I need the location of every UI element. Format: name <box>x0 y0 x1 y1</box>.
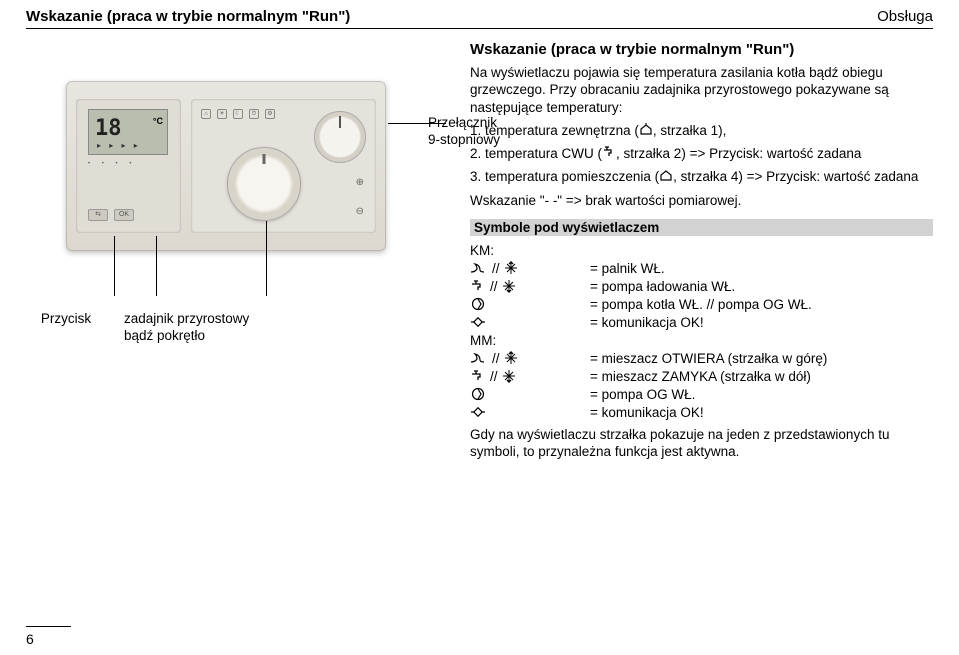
snowflake-up-icon <box>504 261 518 275</box>
lcd-value: 18 <box>95 116 122 141</box>
desc-cell: = pompa kotła WŁ. // pompa OG WŁ. <box>590 297 933 312</box>
right-column: Wskazanie (praca w trybie normalnym "Run… <box>470 41 933 466</box>
pump-icon <box>470 387 486 401</box>
page-header: Wskazanie (praca w trybie normalnym "Run… <box>26 8 933 29</box>
lcd-unit: °C <box>153 116 163 126</box>
desc-cell: = pompa ładowania WŁ. <box>590 279 933 294</box>
rotary-knob <box>227 147 301 221</box>
mode-icon: ☀ <box>217 109 227 119</box>
desc-cell: = komunikacja OK! <box>590 315 933 330</box>
symbol-cell <box>470 387 590 401</box>
list-item-1: 1. temperatura zewnętrzna (, strzałka 1)… <box>470 122 933 139</box>
table-row: = pompa kotła WŁ. // pompa OG WŁ. <box>470 297 933 312</box>
km-label: KM: <box>470 243 933 258</box>
table-row: // = pompa ładowania WŁ. <box>470 279 933 294</box>
symbol-cell: // <box>470 369 590 384</box>
bus-icon <box>470 315 486 329</box>
pump-icon <box>470 297 486 311</box>
mode-icon: ☾ <box>233 109 243 119</box>
device-body: 18 °C ▸ ▸ ▸ ▸ • • • • ⇆ OK ⌂ ☀ ☾ <box>66 81 386 251</box>
lcd-icons: ▸ ▸ ▸ ▸ <box>97 141 141 150</box>
desc-cell: = pompa OG WŁ. <box>590 387 933 402</box>
lcd-display: 18 °C ▸ ▸ ▸ ▸ <box>88 109 168 155</box>
header-left: Wskazanie (praca w trybie normalnym "Run… <box>26 8 350 25</box>
symbol-cell <box>470 315 590 329</box>
section-title: Wskazanie (praca w trybie normalnym "Run… <box>470 41 933 58</box>
flame-icon <box>470 262 488 274</box>
house-icon <box>659 169 673 181</box>
mode-icon: ⏱ <box>249 109 259 119</box>
list-item-3: 3. temperatura pomieszczenia (, strzałka… <box>470 168 933 185</box>
header-right: Obsługa <box>877 8 933 25</box>
page-number: 6 <box>26 631 34 647</box>
device-right-panel: ⌂ ☀ ☾ ⏱ ⚙ ⊕⊖ <box>191 99 376 233</box>
callout-line <box>266 221 267 296</box>
tap-icon <box>602 146 616 158</box>
label-knob: zadajnik przyrostowy bądź pokrętło <box>124 311 284 345</box>
symbol-cell <box>470 297 590 311</box>
table-row: // = mieszacz OTWIERA (strzałka w górę) <box>470 351 933 366</box>
callout-line <box>114 236 115 296</box>
paragraph: Na wyświetlaczu pojawia się temperatura … <box>470 64 933 116</box>
symbol-cell: // <box>470 279 590 294</box>
tap-icon <box>470 370 486 382</box>
mm-table: // = mieszacz OTWIERA (strzałka w górę) … <box>470 351 933 420</box>
desc-cell: = mieszacz ZAMYKA (strzałka w dół) <box>590 369 933 384</box>
label-button: Przycisk <box>26 311 106 345</box>
mode-icon: ⚙ <box>265 109 275 119</box>
house-icon <box>639 123 653 135</box>
plus-minus-marks: ⊕⊖ <box>356 177 364 217</box>
mode-icon: ⌂ <box>201 109 211 119</box>
subtitle-bar: Symbole pod wyświetlaczem <box>470 219 933 236</box>
device-left-panel: 18 °C ▸ ▸ ▸ ▸ • • • • ⇆ OK <box>76 99 181 233</box>
desc-cell: = palnik WŁ. <box>590 261 933 276</box>
paragraph: Gdy na wyświetlaczu strzałka pokazuje na… <box>470 426 933 461</box>
desc-cell: = mieszacz OTWIERA (strzałka w górę) <box>590 351 933 366</box>
table-row: // = palnik WŁ. <box>470 261 933 276</box>
mini-button-2: OK <box>114 209 134 221</box>
symbol-cell <box>470 405 590 419</box>
snowflake-down-icon <box>502 369 516 383</box>
table-row: // = mieszacz ZAMYKA (strzałka w dół) <box>470 369 933 384</box>
km-table: // = palnik WŁ. // = pompa ładowania WŁ.… <box>470 261 933 330</box>
label-switch: Przełącznik 9-stopniowy <box>428 115 518 149</box>
mm-label: MM: <box>470 333 933 348</box>
tap-icon <box>470 280 486 292</box>
lcd-legend: • • • • <box>88 161 136 167</box>
columns: 18 °C ▸ ▸ ▸ ▸ • • • • ⇆ OK ⌂ ☀ ☾ <box>26 41 933 466</box>
button-bar: ⇆ OK <box>88 209 134 221</box>
flame-icon <box>470 352 488 364</box>
nine-step-switch <box>314 111 366 163</box>
list-item-2: 2. temperatura CWU (, strzałka 2) => Prz… <box>470 145 933 162</box>
desc-cell: = komunikacja OK! <box>590 405 933 420</box>
paragraph: Wskazanie "- -" => brak wartości pomiaro… <box>470 192 933 209</box>
left-column: 18 °C ▸ ▸ ▸ ▸ • • • • ⇆ OK ⌂ ☀ ☾ <box>26 41 446 466</box>
table-row: = komunikacja OK! <box>470 315 933 330</box>
snowflake-down-icon <box>502 279 516 293</box>
symbol-cell: // <box>470 261 590 276</box>
symbol-cell: // <box>470 351 590 366</box>
mini-button-1: ⇆ <box>88 209 108 221</box>
callout-line <box>156 236 157 296</box>
footer-rule <box>26 626 71 627</box>
bus-icon <box>470 405 486 419</box>
table-row: = pompa OG WŁ. <box>470 387 933 402</box>
mode-icons: ⌂ ☀ ☾ ⏱ ⚙ <box>201 109 275 119</box>
snowflake-up-icon <box>504 351 518 365</box>
table-row: = komunikacja OK! <box>470 405 933 420</box>
device-figure: 18 °C ▸ ▸ ▸ ▸ • • • • ⇆ OK ⌂ ☀ ☾ <box>26 51 426 311</box>
